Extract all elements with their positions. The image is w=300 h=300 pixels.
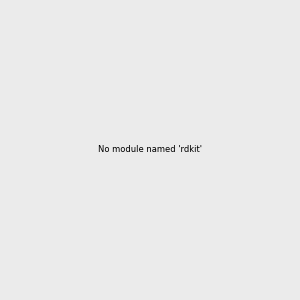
Text: No module named 'rdkit': No module named 'rdkit' bbox=[98, 146, 202, 154]
